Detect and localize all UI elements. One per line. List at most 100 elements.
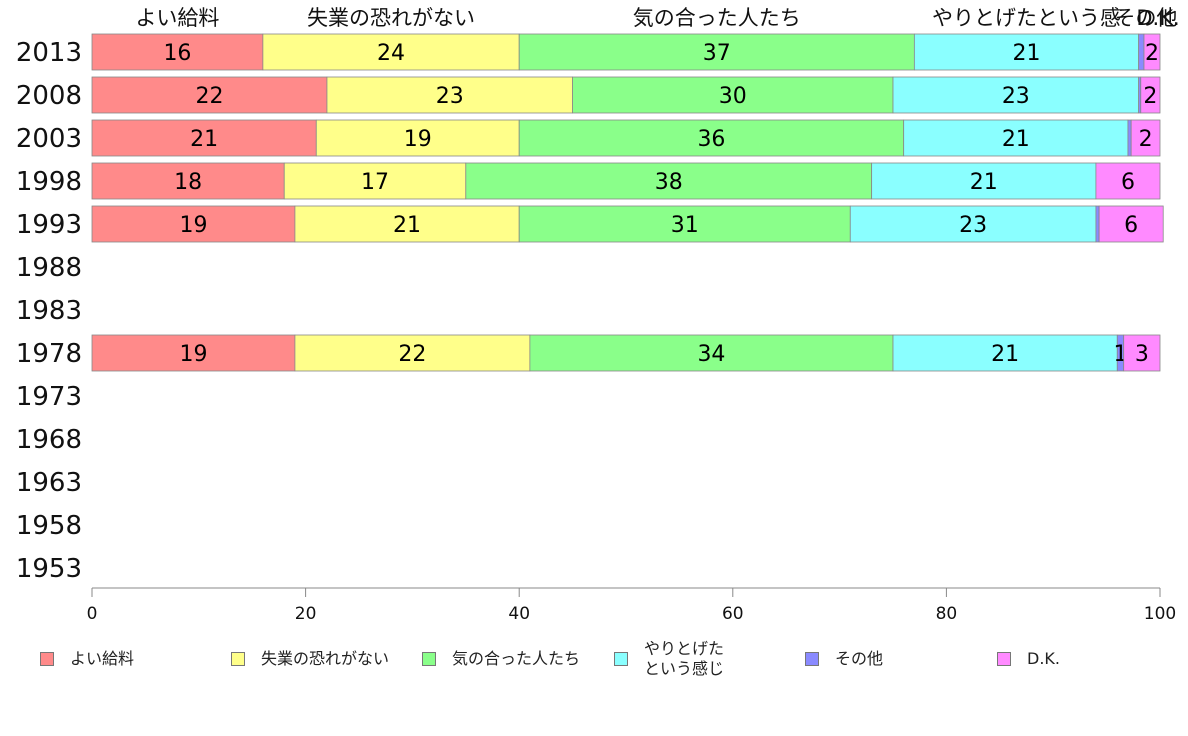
bars-group: 16 24 37 21 222 23 30 23 221 19 36 21 218 17 38 21 619 21… [91,33,1164,372]
legend-swatch-other [805,652,819,666]
x-tick-label: 60 [722,604,744,624]
legend-item-achievement: やりとげた という感じ [614,634,724,684]
legend-item-job-security: 失業の恐れがない [231,634,389,684]
data-label: 36 [697,127,725,152]
data-label: 22 [195,84,223,109]
data-label: 6 [1121,170,1135,195]
data-label: 21 [1002,127,1030,152]
bar-segment [1123,334,1161,372]
column-header-label: やりとげたという感 [932,6,1121,30]
data-label: 31 [671,213,699,238]
y-tick-label: 2003 [16,124,82,154]
legend-item-other: その他 [805,634,883,684]
data-label: 2 [1145,41,1159,66]
x-tick-label: 80 [936,604,958,624]
bar-segment [1098,205,1164,243]
legend-swatch-job-security [231,652,245,666]
y-tick-label: 1963 [16,468,82,498]
legend-label-coworkers: 気の合った人たち [452,649,581,668]
y-tick-label: 1983 [16,296,82,326]
data-label: 2 [1143,84,1157,109]
y-tick-label: 1988 [16,253,82,283]
data-label: 24 [377,41,405,66]
y-tick-label: 1973 [16,382,82,412]
bar-segment [262,33,520,71]
legend-swatch-coworkers [422,652,436,666]
data-label: 19 [404,127,432,152]
data-label: 3 [1135,342,1149,367]
legend-label-other: その他 [835,649,884,668]
data-label: 30 [719,84,747,109]
bar-segment [294,334,531,372]
bar-segment [283,162,467,200]
y-tick-label: 1993 [16,210,82,240]
y-tick-label: 1968 [16,425,82,455]
legend-swatch-achievement [614,652,628,666]
column-header-label: 気の合った人たち [633,6,801,30]
bar-segment [1127,119,1132,157]
legend-item-coworkers: 気の合った人たち [422,634,580,684]
x-tick-label: 0 [87,604,98,624]
x-axis: 0 20 40 60 80 100 [87,587,1176,624]
y-tick-label: 1958 [16,511,82,541]
legend-swatch-dk [997,652,1011,666]
bar-segment [91,334,296,372]
data-label: 2 [1139,127,1153,152]
bar-segment [518,205,851,243]
legend-item-salary: よい給料 [40,634,134,684]
bar-segment [465,162,873,200]
data-label: 6 [1124,213,1138,238]
bar-segment [1138,33,1145,71]
data-label: 18 [174,170,202,195]
column-header-label: D.K. [1136,6,1179,30]
data-label: 21 [393,213,421,238]
y-tick-label: 1953 [16,554,82,584]
data-label: 21 [991,342,1019,367]
bar-segment [1095,205,1100,243]
bar-segment [903,119,1129,157]
bar-segment [849,205,1097,243]
bar-segment [91,205,296,243]
bar-segment [315,119,520,157]
column-header-label: よい給料 [135,6,219,30]
legend-label-salary: よい給料 [70,649,135,668]
y-tick-label: 2008 [16,81,82,111]
x-tick-label: 100 [1144,604,1176,624]
y-tick-label: 2013 [16,38,82,68]
bar-segment [91,119,317,157]
data-label: 17 [361,170,389,195]
legend: よい給料 失業の恐れがない 気の合った人たち やりとげた という感じ その他 D… [0,634,1188,684]
data-label: 19 [179,342,207,367]
legend-label-dk: D.K. [1027,649,1060,668]
legend-swatch-salary [40,652,54,666]
data-label: 21 [190,127,218,152]
y-tick-label: 1998 [16,167,82,197]
bar-segment [1095,162,1161,200]
bar-segment [572,76,894,114]
bar-segment [518,119,905,157]
y-tick-label: 1978 [16,339,82,369]
legend-label-job-security: 失業の恐れがない [261,649,390,668]
column-header-label: 失業の恐れがない [307,6,475,30]
data-label: 21 [970,170,998,195]
bar-segment [1143,33,1161,71]
bar-segment [892,76,1140,114]
x-tick-label: 40 [508,604,530,624]
legend-item-dk: D.K. [997,634,1060,684]
data-label: 19 [179,213,207,238]
data-label: 23 [436,84,464,109]
bar-segment [1130,119,1161,157]
data-label: 34 [697,342,725,367]
bar-segment [294,205,520,243]
bar-segment [913,33,1140,71]
data-label: 37 [703,41,731,66]
data-label: 38 [655,170,683,195]
bar-segment [326,76,573,114]
data-label: 23 [959,213,987,238]
bar-segment [91,33,264,71]
data-label: 16 [163,41,191,66]
y-axis-labels: 2013 2008 2003 1998 1993 1988 1983 1978 1973 1968… [16,38,82,584]
x-tick-label: 20 [295,604,317,624]
